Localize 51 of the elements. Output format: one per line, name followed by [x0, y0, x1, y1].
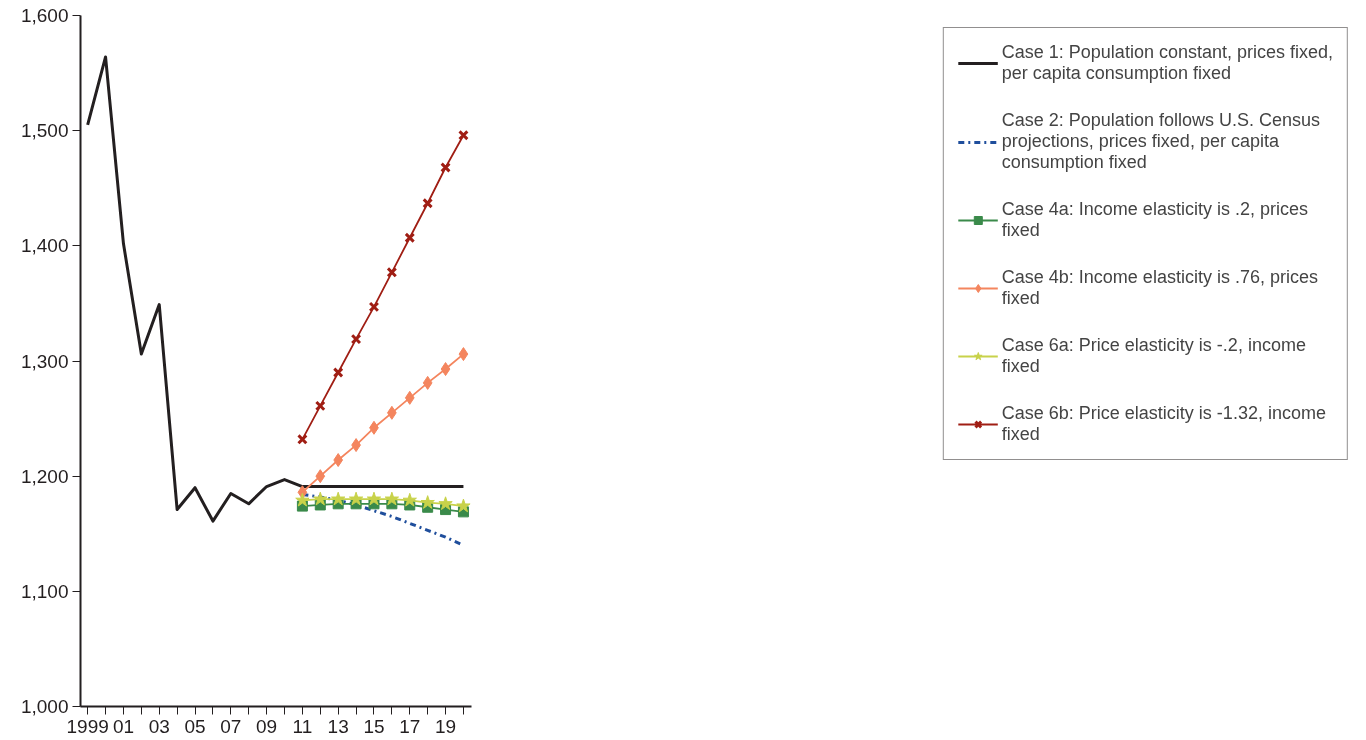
- point: [297, 433, 308, 445]
- point: [333, 453, 344, 468]
- point: [386, 266, 398, 278]
- y-tick-label: 1,000: [20, 696, 69, 717]
- x-tick-label: 07: [220, 715, 242, 737]
- point: [422, 375, 433, 390]
- legend-label: Case 1: Population constant, prices fixed, per capita consumption fixed: [1001, 42, 1333, 84]
- point: [456, 498, 471, 513]
- point: [438, 496, 453, 510]
- point: [404, 232, 416, 244]
- x-tick-label: 17: [399, 715, 421, 737]
- point: [384, 491, 400, 506]
- point: [368, 301, 380, 313]
- x-tick-label: 19: [434, 715, 457, 737]
- legend-label: Case 6b: Price elasticity is -1.32, income fixed: [1001, 403, 1326, 445]
- point: [440, 362, 451, 377]
- x-tick-label: 03: [148, 715, 170, 737]
- x-tick-label: 13: [327, 715, 349, 737]
- point: [458, 129, 469, 141]
- x-tick-label: 11: [292, 715, 313, 737]
- point: [350, 333, 362, 345]
- point: [458, 347, 469, 362]
- x-tick-label: 15: [363, 715, 385, 737]
- point: [404, 390, 415, 405]
- line-series: [86, 55, 465, 523]
- legend-label: Case 4b: Income elasticity is .76, prices fixed: [1001, 267, 1318, 309]
- point: [313, 491, 328, 506]
- y-tick-label: 1,500: [20, 120, 69, 142]
- point: [314, 400, 326, 412]
- x-tick-label: 09: [256, 715, 278, 737]
- point: [331, 491, 346, 506]
- legend-label: Case 2: Population follows U.S. Census projections, prices fixed, per capita consumption fixed: [1001, 110, 1320, 173]
- y-tick-label: 1,400: [20, 235, 69, 257]
- y-tick-label: 1,600: [20, 5, 69, 26]
- point: [315, 469, 326, 484]
- y-tick-label: 1,300: [20, 350, 69, 372]
- x-tick-label: 01: [112, 715, 135, 737]
- point: [420, 495, 435, 509]
- point: [440, 162, 451, 173]
- point: [402, 492, 417, 507]
- point: [366, 491, 382, 506]
- y-tick-label: 1,100: [20, 580, 69, 602]
- x-tick-label: 05: [184, 715, 206, 737]
- y-tick-label: 1,200: [20, 465, 69, 487]
- point: [295, 492, 310, 507]
- legend-label: Case 4a: Income elasticity is .2, prices fixed: [1001, 199, 1308, 241]
- point: [332, 367, 344, 378]
- point: [422, 197, 434, 209]
- point: [348, 491, 364, 506]
- x-tick-label: 1999: [66, 715, 109, 737]
- legend-label: Case 6a: Price elasticity is -.2, income fixed: [1001, 335, 1306, 377]
